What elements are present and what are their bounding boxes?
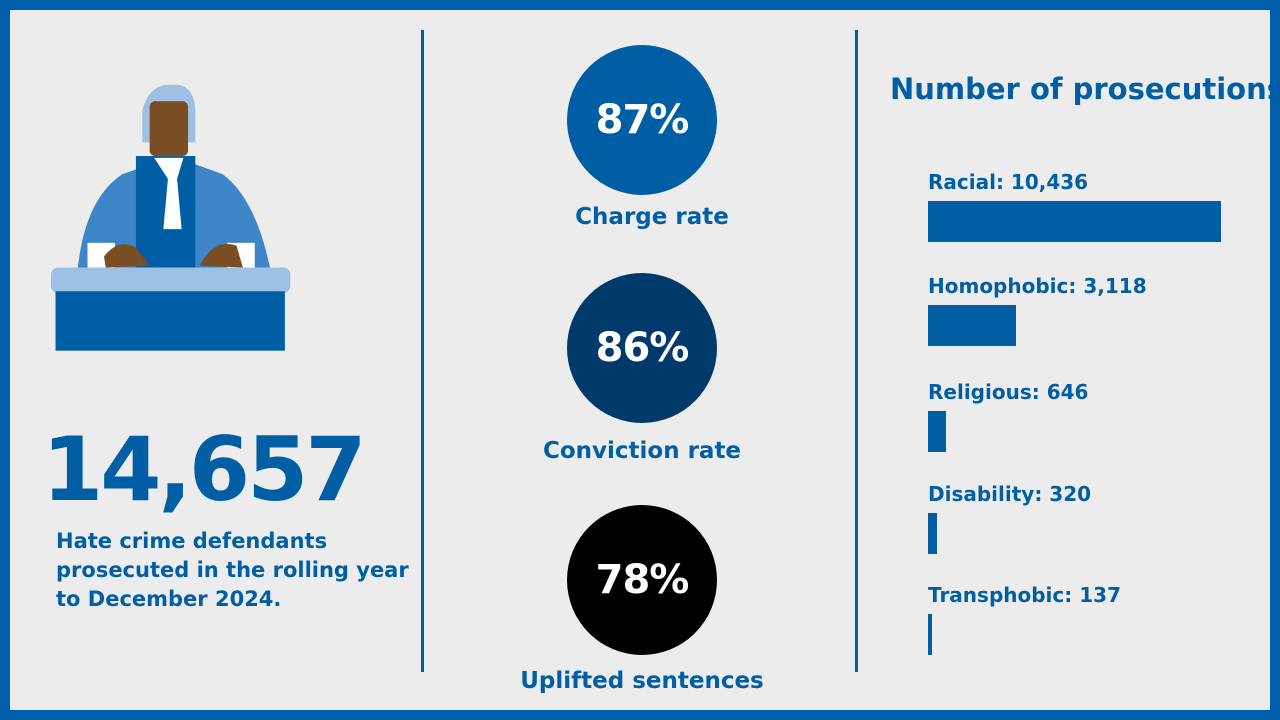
- bar-label-transphobic: Transphobic: 137: [928, 583, 1121, 607]
- conviction-rate-label: Conviction rate: [542, 438, 742, 464]
- chart-title: Number of prosecutions: [890, 72, 1280, 106]
- bar-label-homophobic: Homophobic: 3,118: [928, 274, 1147, 298]
- bar-label-religious: Religious: 646: [928, 380, 1089, 404]
- divider-left: [421, 30, 424, 672]
- bar-label-racial: Racial: 10,436: [928, 170, 1089, 194]
- bar-homophobic: [928, 305, 1016, 346]
- bar-disability: [928, 513, 937, 554]
- uplifted-sentences-label: Uplifted sentences: [520, 668, 764, 694]
- charge-rate-label: Charge rate: [575, 204, 729, 230]
- uplifted-sentences-circle: 78%: [567, 505, 717, 655]
- judge-illustration: [50, 84, 291, 351]
- charge-rate-circle: 87%: [567, 45, 717, 195]
- bar-transphobic: [928, 614, 932, 655]
- total-defendants-value: 14,657: [42, 418, 367, 521]
- divider-right: [855, 30, 858, 672]
- conviction-rate-circle: 86%: [567, 273, 717, 423]
- total-defendants-description: Hate crime defendants prosecuted in the …: [56, 529, 409, 611]
- bar-racial: [928, 201, 1221, 242]
- bar-label-disability: Disability: 320: [928, 482, 1092, 506]
- bar-religious: [928, 411, 946, 452]
- infographic-panel: 14,657 Hate crime defendants prosecuted …: [10, 10, 1280, 710]
